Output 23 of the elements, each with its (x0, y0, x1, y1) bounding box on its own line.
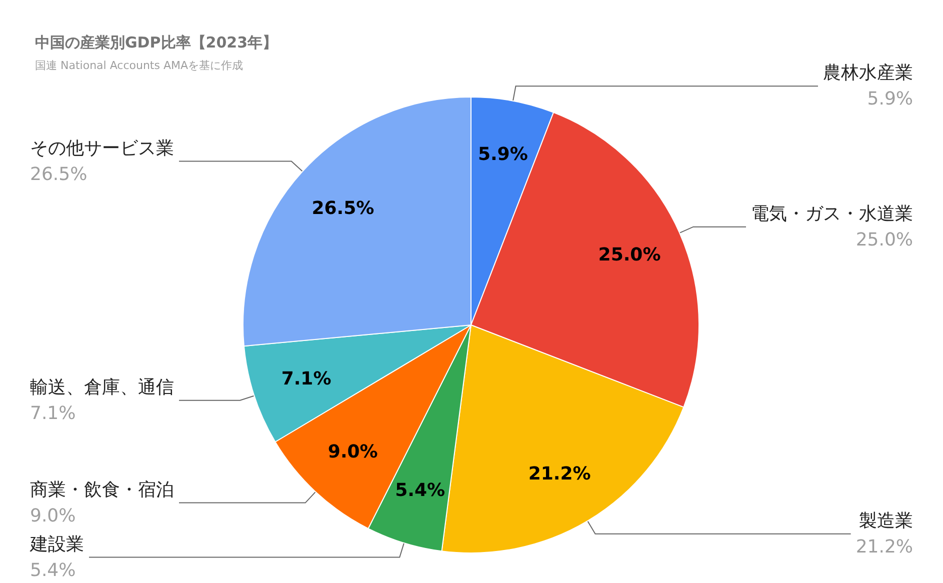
data-label: 26.5% (30, 164, 88, 185)
chart-subtitle: 国連 National Accounts AMAを基に作成 (35, 59, 244, 72)
text: 21.2% (528, 463, 591, 484)
slice-label: 農林水産業 (823, 62, 913, 84)
slice-label: 輸送、倉庫、通信 (30, 376, 174, 398)
slice-label: 製造業 (859, 510, 913, 532)
text: 7.1% (30, 402, 76, 424)
text: 25.0% (598, 244, 661, 266)
chart-title: 中国の産業別GDP比率【2023年】 (35, 34, 278, 52)
text: 26.5% (312, 198, 374, 219)
data-label: 25.0% (856, 229, 913, 250)
text: 5.9% (867, 88, 913, 110)
data-label: 7.1% (281, 368, 332, 390)
data-label: 9.0% (328, 441, 378, 462)
data-label: 5.4% (30, 560, 76, 581)
slice-label: 電気・ガス・水道業 (751, 203, 913, 224)
data-label: 21.2% (856, 536, 913, 558)
slice-label: その他サービス業 (30, 138, 174, 159)
text: 5.4% (395, 480, 446, 502)
data-label: 5.9% (478, 144, 528, 166)
text: 9.0% (30, 505, 76, 526)
slice-label: 商業・飲食・宿泊 (30, 479, 174, 500)
slice-label: 建設業 (29, 534, 84, 555)
